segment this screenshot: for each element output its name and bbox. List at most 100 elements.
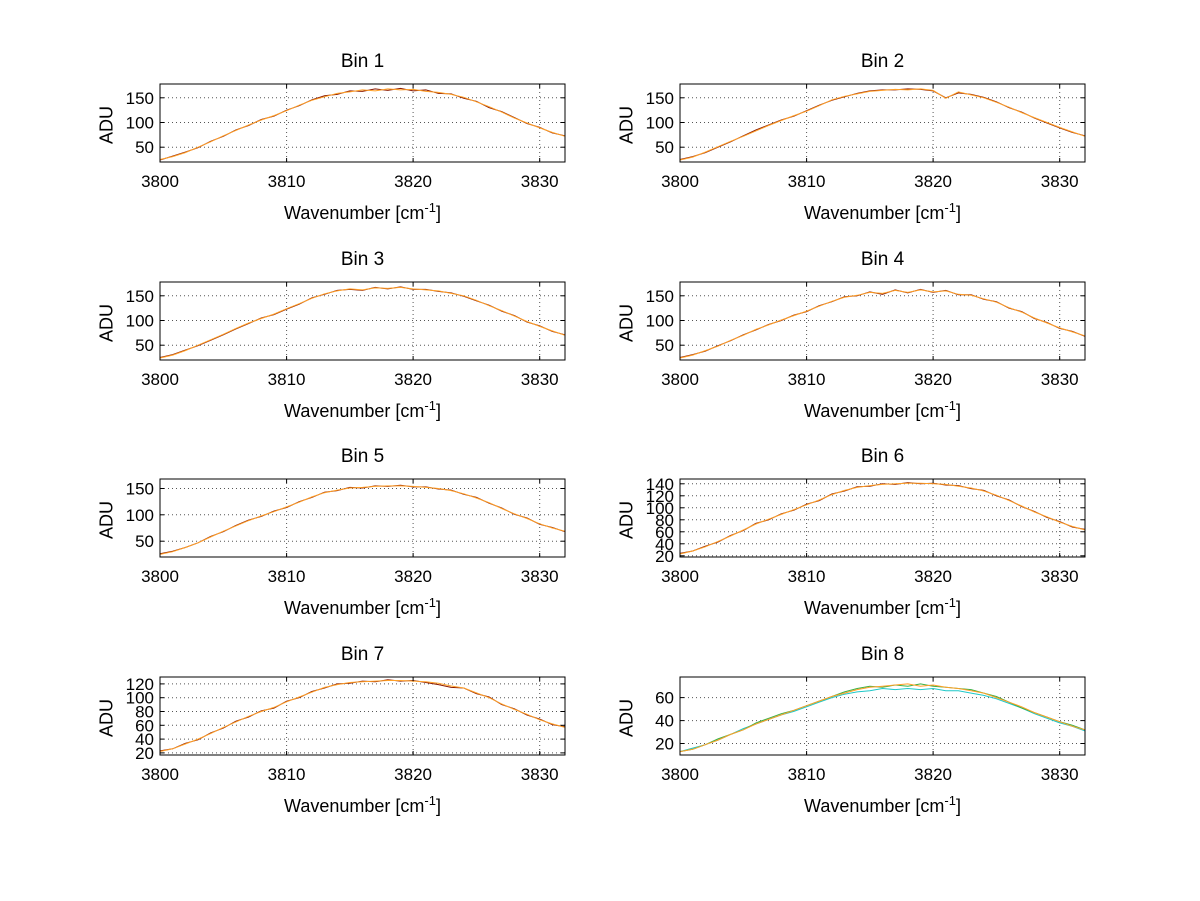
svg-text:3830: 3830 (521, 370, 559, 389)
chart-title: Bin 5 (340, 446, 385, 467)
subplot-bin-2: Bin 2 ADU 3800 3810 3820 3830 50 100 150 Waven… (585, 50, 1105, 240)
subplot-bin-6: Bin 6 ADU 3800 3810 3820 3830 20 40 60 80 100 120… (585, 445, 1105, 635)
svg-text:50: 50 (135, 532, 154, 551)
svg-text:100: 100 (126, 506, 154, 525)
plot-area: 3800 3810 3820 3830 50 100 150 (126, 478, 566, 586)
svg-text:60: 60 (655, 689, 674, 708)
svg-text:120: 120 (126, 675, 154, 694)
x-axis-label-superscript: -1 (424, 200, 436, 215)
x-axis-label-close: ] (435, 598, 441, 618)
svg-text:140: 140 (646, 475, 674, 494)
x-axis-label-close: ] (955, 203, 961, 223)
svg-text:50: 50 (135, 336, 154, 355)
svg-text:60: 60 (135, 716, 154, 735)
svg-text:3810: 3810 (788, 567, 826, 586)
svg-text:3820: 3820 (914, 765, 952, 784)
svg-text:3820: 3820 (914, 370, 952, 389)
x-axis-label-text: Wavenumber [cm (804, 401, 945, 421)
svg-text:3810: 3810 (268, 370, 306, 389)
svg-text:3800: 3800 (141, 567, 179, 586)
svg-text:3800: 3800 (141, 370, 179, 389)
svg-text:100: 100 (126, 689, 154, 708)
svg-text:150: 150 (646, 89, 674, 108)
x-axis-label-superscript: -1 (944, 793, 956, 808)
svg-text:3810: 3810 (268, 567, 306, 586)
svg-text:3830: 3830 (1041, 370, 1079, 389)
svg-text:20: 20 (135, 744, 154, 763)
x-axis-label-superscript: -1 (944, 398, 956, 413)
svg-text:50: 50 (655, 138, 674, 157)
svg-text:60: 60 (655, 523, 674, 542)
chart-title: Bin 4 (860, 249, 905, 270)
svg-text:50: 50 (655, 336, 674, 355)
chart-title: Bin 1 (340, 51, 385, 72)
svg-text:3820: 3820 (394, 765, 432, 784)
svg-text:150: 150 (126, 480, 154, 499)
chart-title: Bin 3 (340, 249, 385, 270)
x-axis-label: Wavenumber [cm-1] (680, 398, 1085, 422)
plot-area: 3800 3810 3820 3830 50 100 150 (646, 83, 1086, 191)
subplot-bin-3: Bin 3 ADU 3800 3810 3820 3830 50 100 150 Waven… (65, 248, 585, 438)
chart-title: Bin 2 (860, 51, 905, 72)
subplot-bin-7: Bin 7 ADU 3800 3810 3820 3830 20 40 60 80 100 120… (65, 643, 585, 833)
x-axis-label: Wavenumber [cm-1] (680, 595, 1085, 619)
svg-text:20: 20 (655, 547, 674, 566)
subplot-bin-8: Bin 8 ADU 3800 3810 3820 3830 20 40 60 Wavenum… (585, 643, 1105, 833)
svg-text:3810: 3810 (268, 765, 306, 784)
x-axis-label: Wavenumber [cm-1] (680, 793, 1085, 817)
x-axis-label: Wavenumber [cm-1] (160, 793, 565, 817)
chart-title: Bin 8 (860, 644, 905, 665)
svg-text:100: 100 (646, 312, 674, 331)
svg-text:3820: 3820 (914, 172, 952, 191)
x-axis-label: Wavenumber [cm-1] (160, 200, 565, 224)
svg-text:3820: 3820 (914, 567, 952, 586)
svg-text:3830: 3830 (521, 172, 559, 191)
x-axis-label-superscript: -1 (424, 595, 436, 610)
svg-text:100: 100 (126, 114, 154, 133)
svg-text:3810: 3810 (788, 172, 826, 191)
svg-text:40: 40 (655, 712, 674, 731)
x-axis-label-superscript: -1 (944, 200, 956, 215)
svg-text:100: 100 (646, 114, 674, 133)
svg-text:3800: 3800 (661, 567, 699, 586)
svg-text:3800: 3800 (661, 370, 699, 389)
svg-text:3820: 3820 (394, 370, 432, 389)
x-axis-label-superscript: -1 (424, 793, 436, 808)
svg-text:120: 120 (646, 487, 674, 506)
svg-text:3830: 3830 (521, 765, 559, 784)
svg-text:40: 40 (135, 730, 154, 749)
x-axis-label: Wavenumber [cm-1] (160, 398, 565, 422)
plot-area: 3800 3810 3820 3830 50 100 150 (126, 281, 566, 389)
x-axis-label-close: ] (435, 796, 441, 816)
svg-text:3830: 3830 (521, 567, 559, 586)
x-axis-label-superscript: -1 (944, 595, 956, 610)
plot-area: 3800 3810 3820 3830 20 40 60 (655, 676, 1086, 784)
svg-text:150: 150 (126, 89, 154, 108)
chart-title: Bin 6 (860, 446, 905, 467)
x-axis-label-text: Wavenumber [cm (804, 598, 945, 618)
svg-text:3800: 3800 (141, 172, 179, 191)
x-axis-label: Wavenumber [cm-1] (680, 200, 1085, 224)
x-axis-label-close: ] (955, 401, 961, 421)
svg-text:80: 80 (135, 703, 154, 722)
svg-text:150: 150 (646, 287, 674, 306)
x-axis-label: Wavenumber [cm-1] (160, 595, 565, 619)
plot-area: 3800 3810 3820 3830 50 100 150 (646, 281, 1086, 389)
x-axis-label-text: Wavenumber [cm (284, 598, 425, 618)
svg-text:3800: 3800 (661, 765, 699, 784)
x-axis-label-text: Wavenumber [cm (284, 401, 425, 421)
x-axis-label-close: ] (955, 796, 961, 816)
svg-text:3830: 3830 (1041, 172, 1079, 191)
subplot-bin-4: Bin 4 ADU 3800 3810 3820 3830 50 100 150 Waven… (585, 248, 1105, 438)
svg-text:40: 40 (655, 535, 674, 554)
subplot-bin-1: Bin 1 ADU 3800 3810 3820 3830 50 100 150 Waven… (65, 50, 585, 240)
svg-text:3800: 3800 (141, 765, 179, 784)
svg-text:3830: 3830 (1041, 567, 1079, 586)
x-axis-label-close: ] (955, 598, 961, 618)
subplot-bin-5: Bin 5 ADU 3800 3810 3820 3830 50 100 150 Waven… (65, 445, 585, 635)
svg-text:50: 50 (135, 138, 154, 157)
svg-text:80: 80 (655, 511, 674, 530)
x-axis-label-text: Wavenumber [cm (804, 203, 945, 223)
